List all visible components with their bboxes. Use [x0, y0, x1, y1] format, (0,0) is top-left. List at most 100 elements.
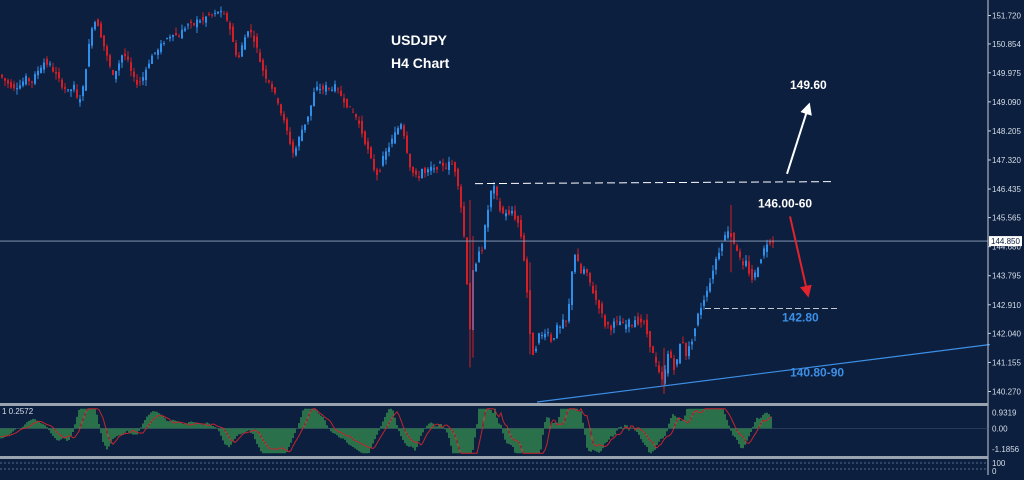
candle-body [55, 71, 57, 74]
bottom-tick-label: 0 [992, 467, 997, 475]
candle-body [550, 334, 552, 342]
candle-body [742, 261, 744, 266]
candle-body [259, 52, 261, 63]
candle-body [619, 321, 621, 326]
candle-body [340, 90, 342, 96]
candle-body [592, 285, 594, 294]
candle-body [589, 272, 591, 283]
candle-body [106, 46, 108, 56]
candle-body [643, 321, 645, 323]
candle-body [325, 85, 327, 92]
price-tick-label: 149.975 [992, 69, 1021, 78]
candle-body [670, 351, 672, 358]
candle-body [355, 113, 357, 118]
candle-body [97, 19, 99, 27]
candle-body [94, 22, 96, 30]
candle-body [328, 87, 330, 89]
candle-body [535, 348, 537, 352]
candle-body [607, 322, 609, 325]
candle-body [715, 258, 717, 270]
candle-body [64, 87, 66, 89]
candle-body [553, 338, 555, 340]
candle-body [613, 321, 615, 328]
candle-body [631, 325, 633, 327]
candle-body [109, 55, 111, 67]
candle-body [688, 346, 690, 357]
candle-body [367, 141, 369, 150]
candle-body [223, 13, 225, 15]
candle-body [685, 342, 687, 356]
candle-body [154, 52, 156, 54]
candle-body [580, 264, 582, 274]
candle-body [190, 21, 192, 23]
candle-body [628, 319, 630, 328]
price-tick-label: 143.795 [992, 272, 1021, 281]
candle-body [766, 244, 768, 252]
candle-body [130, 62, 132, 71]
candle-body [544, 333, 546, 338]
candle-body [349, 106, 351, 108]
candle-body [337, 88, 339, 90]
candle-body [271, 83, 273, 89]
price-tick-label: 142.910 [992, 301, 1021, 310]
candle-body [61, 79, 63, 88]
candle-body [718, 252, 720, 260]
candle-body [676, 359, 678, 365]
candle-body [652, 346, 654, 354]
candle-body [358, 120, 360, 124]
candle-body [229, 22, 231, 30]
candle-body [211, 14, 213, 16]
candle-body [694, 328, 696, 337]
candle-body [433, 168, 435, 170]
oscillator-header: 1 0.2572 [2, 407, 34, 416]
candle-body [73, 84, 75, 90]
candle-body [1, 74, 3, 78]
candle-body [295, 148, 297, 156]
chart-subtitle: H4 Chart [391, 55, 450, 71]
trendline [536, 343, 991, 403]
candle-body [583, 269, 585, 274]
candle-body [289, 131, 291, 144]
candle-body [304, 124, 306, 131]
candle-body [655, 356, 657, 363]
candle-body [481, 249, 483, 251]
candle-body [451, 163, 453, 165]
candle-body [508, 210, 510, 215]
annotation-resistance: 146.00-60 [758, 196, 812, 210]
candle-body [505, 213, 507, 217]
candle-body [208, 13, 210, 15]
candle-body [112, 70, 114, 75]
candle-body [376, 169, 378, 176]
candle-body [700, 308, 702, 315]
price-axis-ticks: 151.720 150.854 149.975 149.090 148.205 147.3… [988, 11, 1021, 396]
candle-body [235, 42, 237, 56]
current-price-tag: 144.850 [989, 236, 1022, 247]
price-tick-label: 148.205 [992, 127, 1021, 136]
candle-body [385, 151, 387, 160]
candle-body [754, 272, 756, 278]
candle-body [541, 335, 543, 337]
candle-body [709, 282, 711, 292]
candle-body [319, 88, 321, 90]
candle-body [346, 98, 348, 108]
candle-body [484, 225, 486, 249]
price-tick-label: 151.720 [992, 11, 1021, 20]
candle-body [193, 23, 195, 26]
candle-body [745, 260, 747, 266]
arrow-down [789, 216, 812, 298]
candles [1, 6, 774, 394]
candle-body [400, 124, 402, 129]
candle-body [352, 111, 354, 113]
candle-body [706, 290, 708, 297]
candle-body [478, 251, 480, 263]
candle-body [667, 353, 669, 374]
candle-body [601, 303, 603, 314]
chart-title: USDJPY [391, 32, 448, 48]
candle-body [142, 77, 144, 81]
price-tick-label: 142.040 [992, 329, 1021, 338]
candle-body [214, 12, 216, 14]
candle-body [301, 129, 303, 141]
